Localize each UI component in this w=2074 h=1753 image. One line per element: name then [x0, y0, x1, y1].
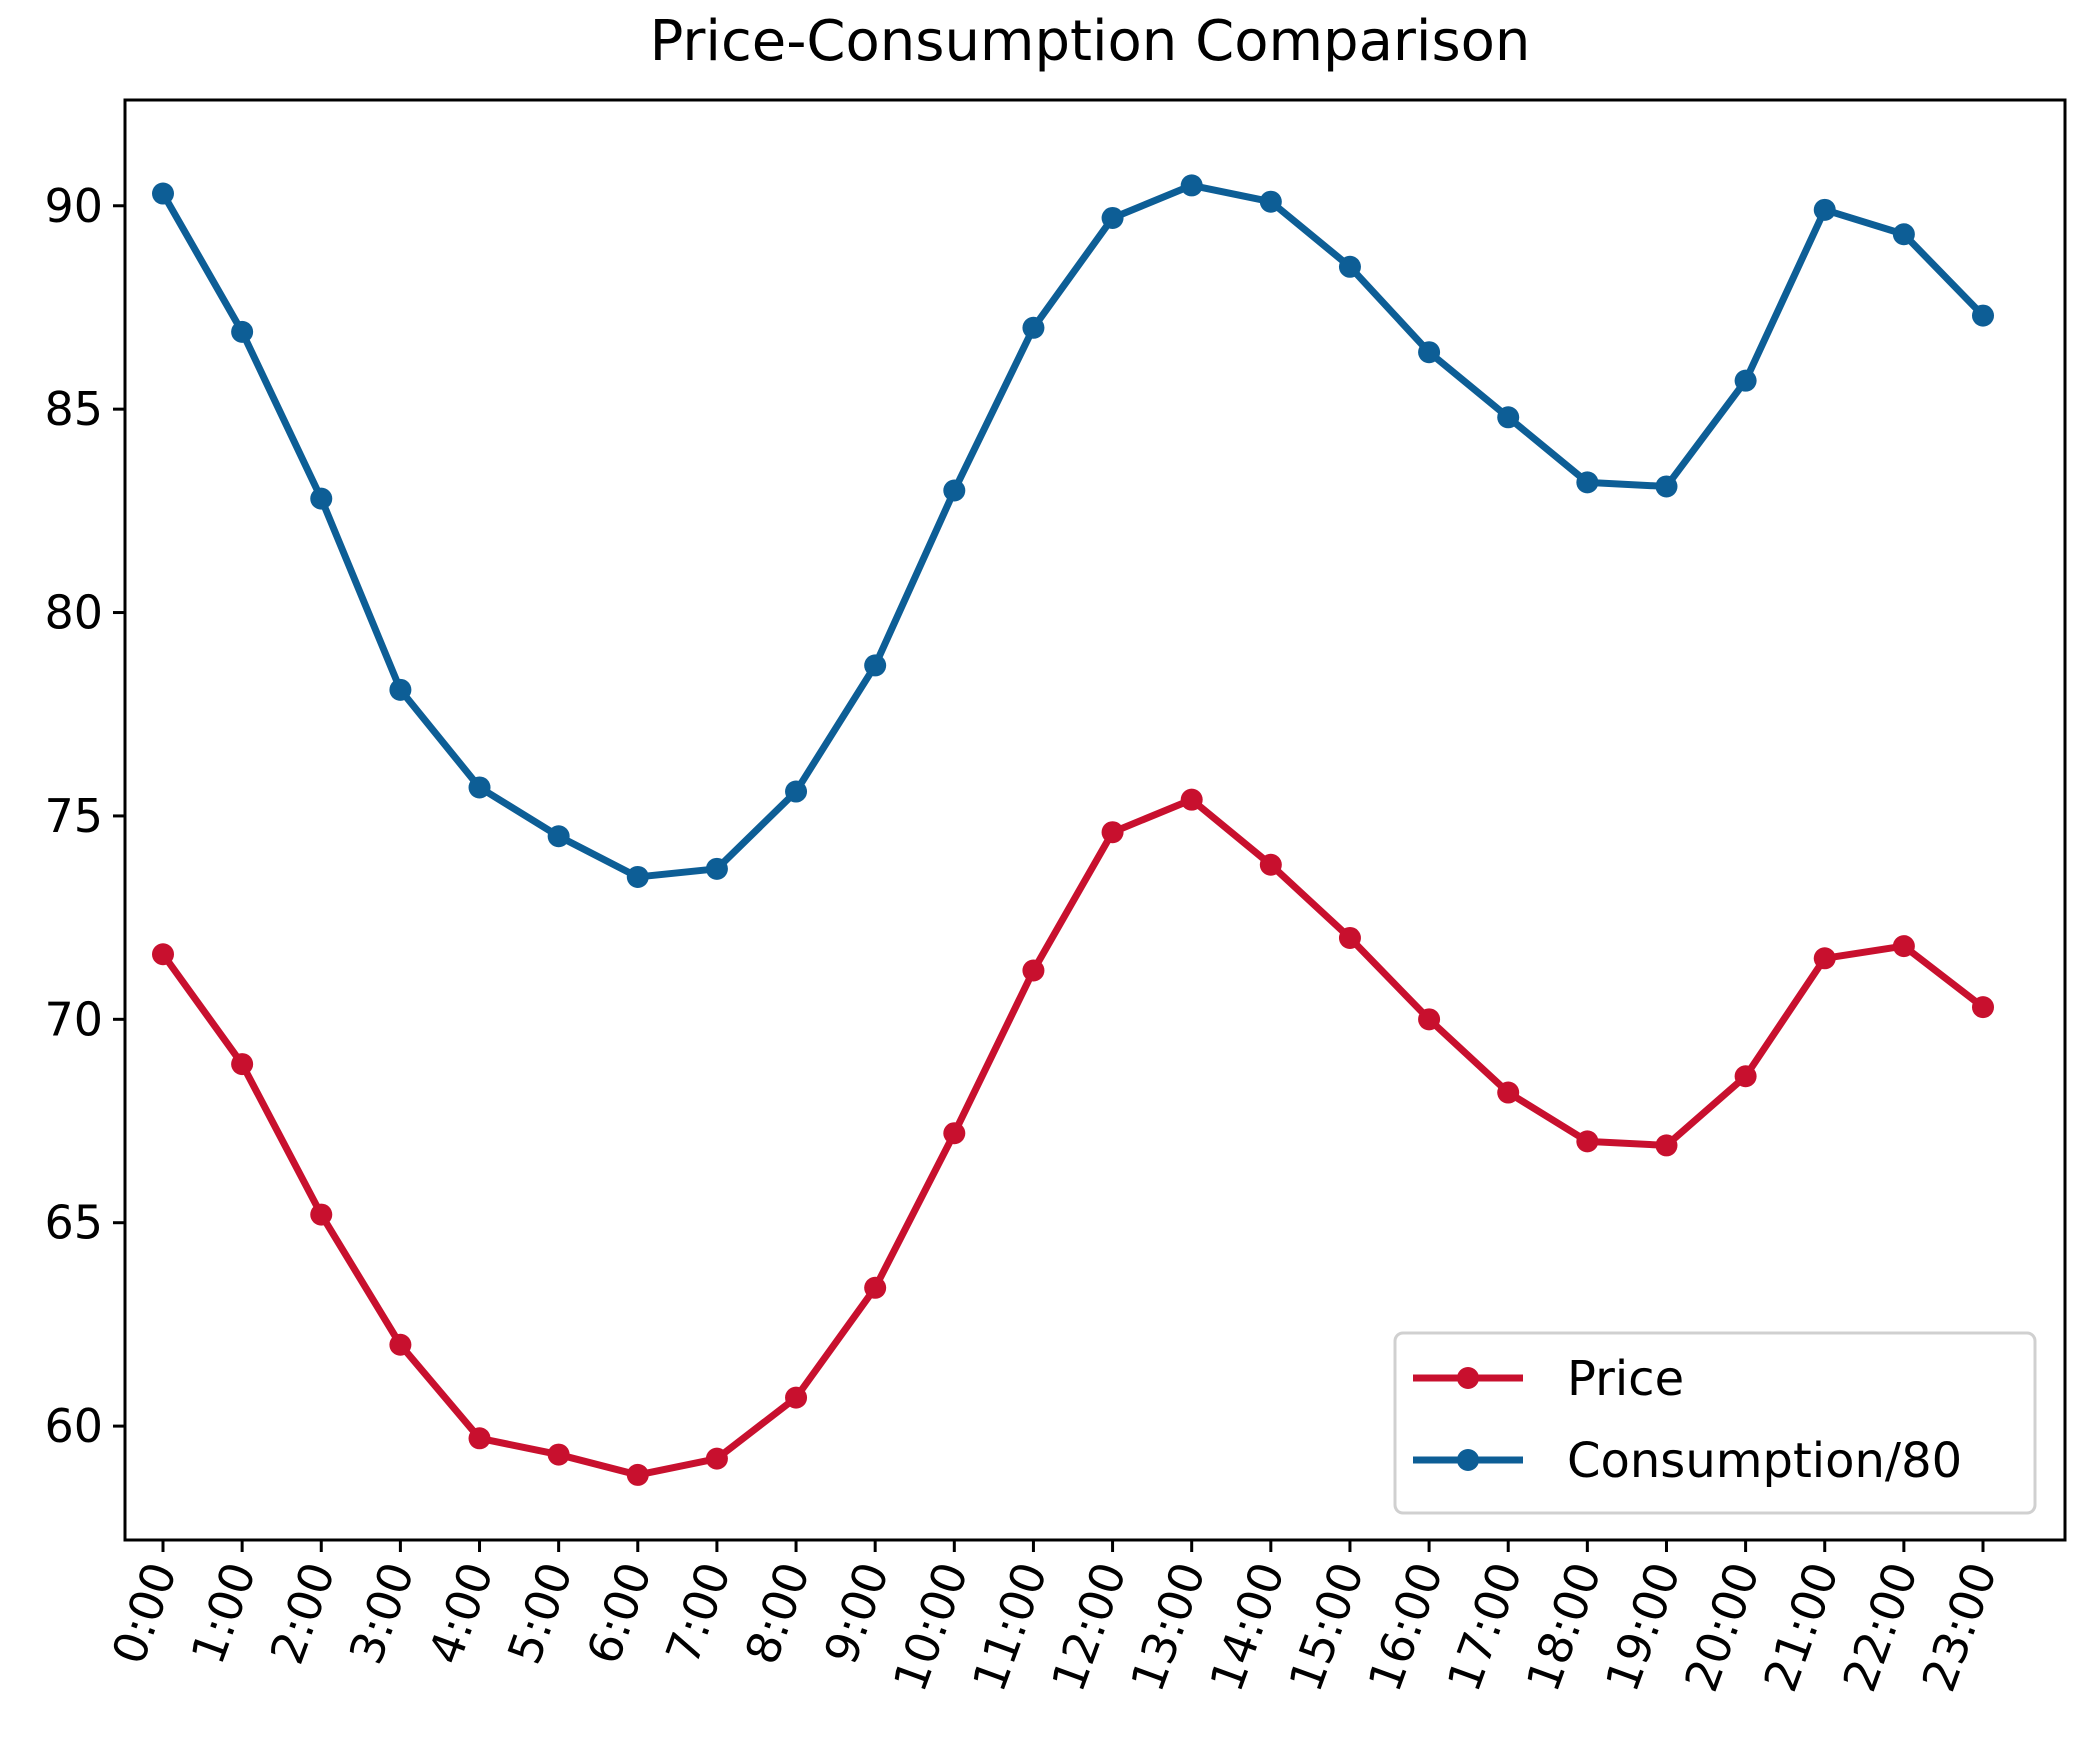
data-point [1734, 1065, 1757, 1088]
y-tick-label: 80 [44, 586, 103, 640]
data-point [231, 1053, 254, 1076]
data-point [626, 865, 649, 888]
legend-marker [1457, 1367, 1479, 1389]
x-tick-label: 0:00 [101, 1555, 187, 1671]
legend-box [1393, 1331, 2037, 1515]
data-point [943, 479, 966, 502]
data-point [1813, 198, 1836, 221]
x-tick-label: 4:00 [418, 1555, 504, 1671]
data-point [1497, 406, 1520, 429]
data-point [864, 654, 887, 677]
data-point [1813, 947, 1836, 970]
y-tick-label: 90 [44, 179, 103, 233]
data-point [1655, 475, 1678, 498]
data-point [1418, 341, 1441, 364]
data-point [1892, 223, 1915, 246]
data-point [152, 943, 174, 966]
x-tick-label: 9:00 [813, 1555, 899, 1671]
legend-item: Price [1413, 1351, 1684, 1407]
y-tick-label: 75 [44, 789, 103, 843]
data-point [1101, 821, 1124, 844]
series-line [159, 796, 1987, 1479]
series-price [152, 788, 1994, 1486]
y-tick-label: 65 [44, 1196, 103, 1250]
series-consumption-80 [152, 174, 1994, 888]
data-point [943, 1122, 966, 1145]
data-point [1972, 996, 1994, 1019]
data-point [1892, 935, 1915, 958]
series-layer [152, 174, 1994, 1486]
data-point [1338, 255, 1361, 278]
data-point [152, 182, 174, 205]
data-point [310, 1203, 333, 1226]
data-point [785, 780, 808, 803]
data-point [1576, 471, 1599, 494]
data-point [1259, 190, 1282, 213]
data-point [231, 320, 254, 343]
legend: Price Consumption/80 [1393, 1331, 2037, 1515]
data-point [1734, 369, 1757, 392]
x-tick-label: 1:00 [180, 1555, 266, 1671]
data-point [468, 776, 491, 799]
legend-item: Consumption/80 [1413, 1433, 1962, 1489]
data-point [705, 1447, 728, 1470]
y-tick-label: 70 [44, 992, 103, 1046]
data-point [547, 825, 570, 848]
data-point [785, 1386, 808, 1409]
data-point [468, 1427, 491, 1450]
data-point [1180, 788, 1203, 811]
legend-label: Price [1567, 1351, 1684, 1407]
data-point [1101, 206, 1124, 229]
data-point [1972, 304, 1994, 327]
y-tick-label: 85 [44, 382, 103, 436]
x-tick-label: 2:00 [260, 1555, 346, 1671]
data-point [389, 1333, 412, 1356]
x-tick-label: 5:00 [497, 1555, 583, 1671]
data-point [626, 1463, 649, 1486]
data-point [389, 678, 412, 701]
x-tick-label: 6:00 [576, 1555, 662, 1671]
data-point [1022, 316, 1045, 339]
legend-marker [1457, 1449, 1479, 1471]
data-point [1022, 959, 1045, 982]
x-tick-label: 3:00 [339, 1555, 425, 1671]
data-point [1180, 174, 1203, 197]
data-point [1418, 1008, 1441, 1031]
legend-label: Consumption/80 [1567, 1433, 1962, 1489]
data-point [1338, 926, 1361, 949]
data-point [310, 487, 333, 510]
x-axis: 0:001:002:003:004:005:006:007:008:009:00… [101, 1540, 2007, 1698]
series-line [159, 181, 1987, 881]
data-point [1655, 1134, 1678, 1157]
data-point [1259, 853, 1282, 876]
data-point [547, 1443, 570, 1466]
data-point [864, 1276, 887, 1299]
x-tick-label: 8:00 [734, 1555, 820, 1671]
x-tick-label: 7:00 [655, 1555, 741, 1671]
plot-area [123, 98, 2067, 1542]
data-point [1576, 1130, 1599, 1153]
y-tick-label: 60 [44, 1399, 103, 1453]
chart-title: Price-Consumption Comparison [650, 9, 1531, 74]
y-axis: 60 65 70 75 80 85 90 [44, 179, 125, 1453]
data-point [1497, 1081, 1520, 1104]
data-point [705, 857, 728, 880]
